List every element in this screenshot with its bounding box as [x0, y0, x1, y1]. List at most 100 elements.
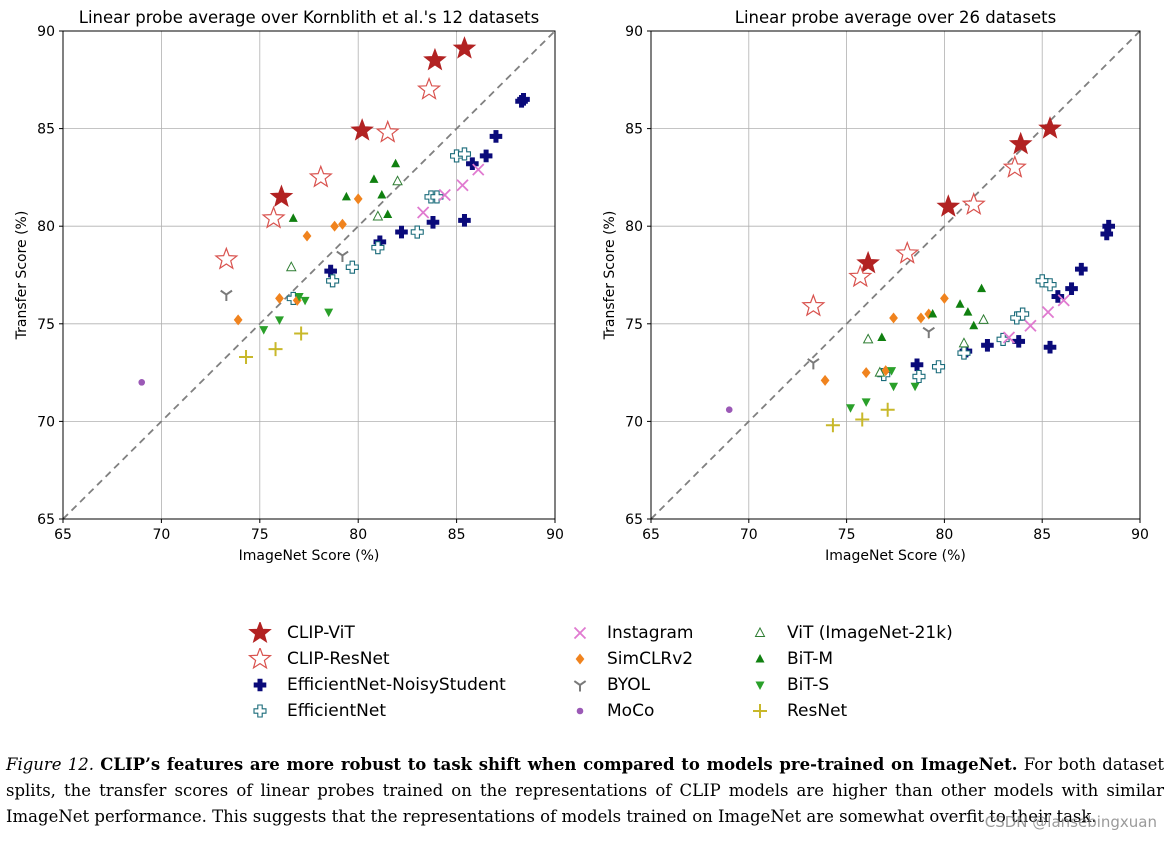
- y-tick-label: 85: [625, 122, 643, 138]
- data-point-efficientnet-noisystudent: [1051, 290, 1065, 303]
- data-point-bit-s: [910, 382, 920, 392]
- legend-marker-instagram: [573, 626, 587, 640]
- legend-label: Instagram: [607, 623, 694, 643]
- series-efficientnet: [286, 147, 472, 305]
- legend-label: BYOL: [607, 675, 651, 695]
- legend-label: MoCo: [607, 701, 655, 721]
- data-point-efficientnet: [912, 369, 926, 384]
- data-point-simclrv2: [353, 193, 363, 205]
- data-point-efficientnet-noisystudent: [426, 215, 440, 229]
- series-instagram: [1002, 294, 1070, 344]
- x-axis-label: ImageNet Score (%): [239, 548, 380, 564]
- watermark: CSDN @lansebingxuan: [984, 813, 1157, 831]
- legend-marker-moco: [576, 707, 584, 715]
- data-point-efficientnet-noisystudent: [458, 214, 471, 227]
- legend-item-moco: MoCo: [565, 698, 694, 724]
- legend-marker-icon: [248, 622, 272, 644]
- y-axis-label: Transfer Score (%): [602, 211, 618, 341]
- series-clip-vit: [269, 36, 477, 207]
- legend-item-resnet: ResNet: [745, 698, 953, 724]
- data-point-simclrv2: [820, 374, 830, 386]
- data-point-simclrv2: [302, 230, 312, 242]
- x-tick-label: 90: [546, 527, 564, 543]
- series-moco: [138, 379, 146, 386]
- data-point-efficientnet: [457, 147, 472, 161]
- data-point-moco: [725, 406, 733, 413]
- series-clip-vit: [856, 116, 1062, 274]
- legend-marker-bit-s: [755, 681, 765, 690]
- data-point-resnet: [294, 326, 309, 341]
- series-vit-imagenet-21k: [862, 313, 989, 377]
- y-tick-label: 70: [625, 414, 643, 430]
- series-moco: [725, 406, 733, 413]
- data-point-instagram: [1041, 305, 1055, 319]
- diagonal-line: [650, 30, 1141, 520]
- data-point-bit-m: [341, 191, 351, 201]
- data-point-instagram: [417, 206, 430, 219]
- legend-label: SimCLRv2: [607, 649, 694, 669]
- data-point-instagram: [438, 188, 451, 202]
- legend-marker-bit-m: [755, 654, 765, 663]
- legend-label: BiT-S: [787, 675, 830, 695]
- data-point-clip-resnet: [261, 205, 286, 229]
- data-point-efficientnet-noisystudent: [1102, 219, 1115, 233]
- data-point-simclrv2: [861, 367, 871, 379]
- legend-label: EfficientNet: [287, 701, 386, 721]
- y-tick-label: 90: [625, 24, 643, 40]
- legend-label: CLIP-ResNet: [287, 649, 390, 669]
- chart-panel-1: 65 70 75 80 85 90 65 70 75 80 85 90 Linear probe ave…: [14, 8, 564, 564]
- legend-marker-icon: [573, 626, 587, 640]
- legend-marker-icon: [755, 681, 765, 690]
- data-point-efficientnet-noisystudent: [395, 225, 408, 239]
- data-point-resnet: [880, 402, 895, 417]
- x-tick-label: 65: [54, 527, 72, 543]
- legend-label: ResNet: [787, 701, 848, 721]
- x-tick-label: 85: [1033, 527, 1051, 543]
- y-axis-label: Transfer Score (%): [14, 211, 30, 341]
- data-point-efficientnet: [957, 346, 971, 360]
- data-point-simclrv2: [889, 312, 898, 324]
- data-point-clip-vit: [350, 118, 374, 141]
- x-tick-label: 80: [349, 527, 367, 543]
- data-point-bit-s: [887, 367, 897, 376]
- data-point-byol: [922, 326, 935, 339]
- data-point-efficientnet-noisystudent: [479, 149, 493, 163]
- data-point-clip-vit: [269, 184, 294, 207]
- series-byol: [220, 250, 349, 302]
- data-point-resnet: [268, 342, 283, 357]
- series-clip-resnet: [801, 154, 1027, 317]
- legend-marker-byol: [573, 680, 587, 692]
- legend-label: EfficientNet-NoisyStudent: [287, 675, 506, 695]
- data-point-resnet: [825, 418, 840, 433]
- series-vit-imagenet-21k: [285, 175, 403, 272]
- data-point-simclrv2: [916, 312, 926, 324]
- x-tick-label: 75: [838, 527, 856, 543]
- data-point-clip-vit: [423, 47, 447, 71]
- data-point-efficientnet-noisystudent: [1043, 340, 1057, 354]
- data-point-bit-m: [977, 283, 987, 293]
- data-point-clip-vit: [856, 250, 880, 274]
- y-tick-label: 85: [37, 122, 55, 138]
- y-tick-label: 65: [37, 512, 55, 528]
- data-point-instagram: [1024, 319, 1037, 332]
- axes-frame: [62, 30, 556, 520]
- legend-item-vit-imagenet-21k: ViT (ImageNet-21k): [745, 620, 953, 646]
- data-point-vit-imagenet-21k: [978, 313, 989, 324]
- data-point-bit-m: [877, 332, 887, 341]
- data-point-efficientnet: [1043, 278, 1057, 292]
- data-point-vit-imagenet-21k: [958, 337, 970, 348]
- data-point-byol: [807, 358, 820, 370]
- data-point-simclrv2: [940, 292, 949, 304]
- data-point-bit-s: [324, 308, 334, 318]
- data-point-vit-imagenet-21k: [285, 261, 297, 272]
- data-point-clip-vit: [1038, 116, 1062, 139]
- y-tick-label: 65: [625, 512, 643, 528]
- data-point-instagram: [1057, 294, 1070, 307]
- series-bit-m: [877, 283, 987, 341]
- data-point-efficientnet-noisystudent: [1065, 282, 1078, 295]
- data-point-bit-s: [259, 326, 269, 335]
- data-point-moco: [138, 379, 146, 386]
- x-tick-label: 70: [740, 527, 758, 543]
- data-point-clip-resnet: [214, 246, 239, 270]
- y-tick-label: 75: [37, 317, 55, 333]
